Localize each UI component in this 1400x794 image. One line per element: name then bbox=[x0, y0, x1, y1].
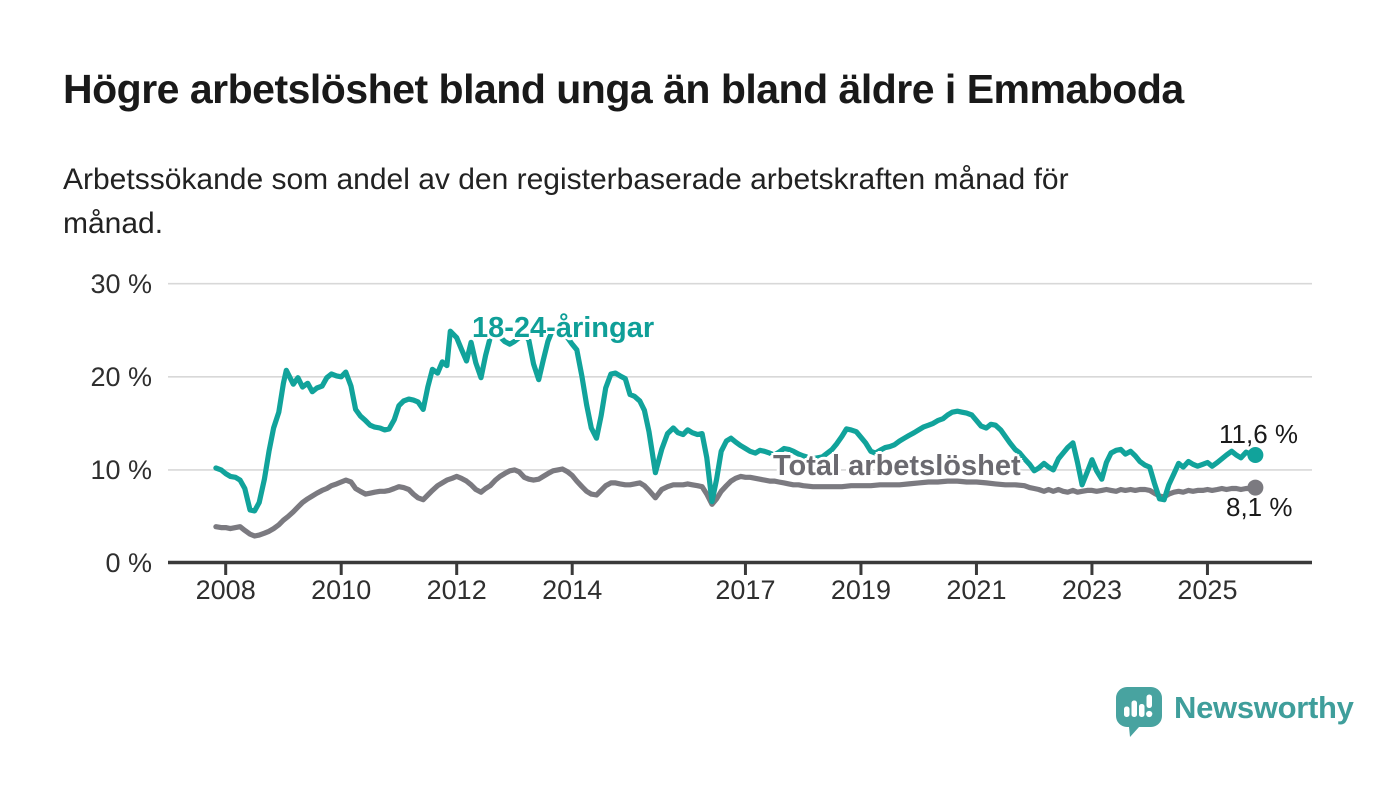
x-axis-label-2025: 2025 bbox=[1177, 575, 1238, 605]
series-line-18-24-ringar bbox=[213, 324, 1259, 514]
y-axis-label-30: 30 % bbox=[90, 268, 152, 299]
series-line-total-arbetsl-shet bbox=[213, 466, 1259, 539]
x-axis-label-2023: 2023 bbox=[1061, 575, 1122, 605]
end-value-label-18-24: 11,6 % bbox=[1219, 419, 1299, 449]
x-axis-label-2012: 2012 bbox=[426, 575, 487, 605]
newsworthy-logo: Newsworthy bbox=[1116, 687, 1354, 737]
y-axis-label-20: 20 % bbox=[90, 361, 152, 392]
page-title: Högre arbetslöshet bland unga än bland ä… bbox=[63, 66, 1184, 112]
x-axis-label-2014: 2014 bbox=[542, 575, 603, 605]
series-label-18-24-aringar: 18-24-åringar bbox=[472, 312, 655, 344]
subtitle-line-2: månad. bbox=[63, 207, 164, 240]
x-axis-label-2008: 2008 bbox=[195, 575, 256, 605]
series-end-dot-total-arbetsl-shet bbox=[1247, 479, 1264, 496]
x-axis-label-2021: 2021 bbox=[946, 575, 1007, 605]
newsworthy-logo-icon bbox=[1116, 687, 1162, 737]
series-label-total-arbetsloshet: Total arbetslöshet bbox=[773, 450, 1021, 482]
newsworthy-logo-text: Newsworthy bbox=[1174, 690, 1354, 725]
chart-subtitle: Arbetssökande som andel av den registerb… bbox=[63, 158, 1069, 246]
x-axis-label-2010: 2010 bbox=[311, 575, 372, 605]
y-axis-label-0: 0 % bbox=[105, 548, 152, 578]
end-value-label-total: 8,1 % bbox=[1226, 492, 1293, 522]
y-axis-label-10: 10 % bbox=[90, 454, 152, 485]
x-axis-label-2017: 2017 bbox=[715, 575, 776, 605]
x-axis-label-2019: 2019 bbox=[830, 575, 891, 605]
series-end-dot-18-24-ringar bbox=[1247, 447, 1264, 464]
subtitle-line-1: Arbetssökande som andel av den registerb… bbox=[63, 163, 1069, 196]
